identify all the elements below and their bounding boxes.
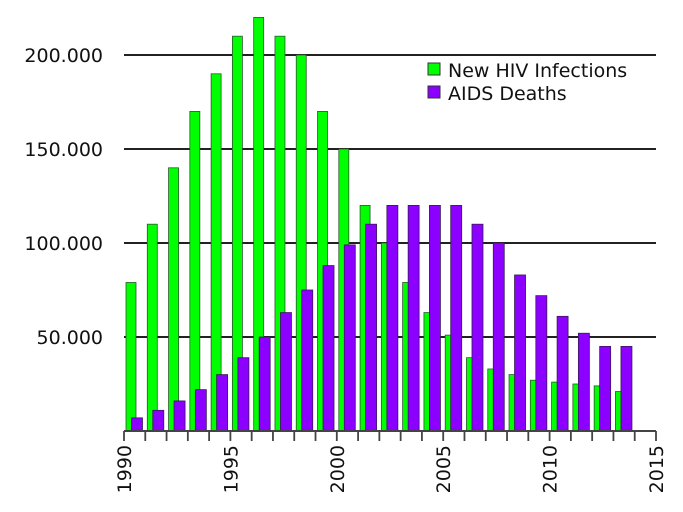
bar-aids-deaths-2013 (620, 345, 633, 432)
legend-label-aids-deaths: AIDS Deaths (448, 83, 567, 105)
bar-aids-deaths-2012 (599, 345, 612, 432)
x-tick-label: 2005 (433, 445, 455, 493)
bar-aids-deaths-2008 (514, 274, 526, 432)
bars (125, 16, 633, 432)
bar-new-hiv-infections-1991 (146, 223, 158, 432)
bar-aids-deaths-1990 (131, 417, 143, 432)
y-tick-label: 50.000 (37, 327, 103, 349)
y-tick-label: 150.000 (24, 139, 103, 161)
bar-aids-deaths-2007 (492, 242, 505, 432)
legend-swatch-aids-deaths (427, 85, 441, 99)
bar-new-hiv-infections-1993 (189, 111, 201, 432)
bar-aids-deaths-2003 (407, 204, 420, 432)
bar-aids-deaths-2009 (535, 295, 548, 432)
bar-aids-deaths-2001 (365, 223, 377, 432)
bar-aids-deaths-2004 (429, 204, 441, 432)
bar-aids-deaths-1995 (237, 357, 250, 432)
bar-new-hiv-infections-1990 (125, 282, 137, 432)
y-axis-ticks: 50.000 100.000 150.000 200.000 (24, 45, 103, 349)
bar-new-hiv-infections-1992 (168, 167, 179, 432)
legend: New HIV Infections AIDS Deaths (427, 60, 627, 105)
bar-aids-deaths-1991 (152, 409, 165, 432)
bar-aids-deaths-2006 (471, 223, 484, 432)
bar-aids-deaths-2010 (556, 315, 569, 432)
bar-aids-deaths-1997 (280, 312, 292, 432)
bar-aids-deaths-1994 (216, 374, 229, 432)
bar-aids-deaths-2002 (386, 204, 399, 432)
x-tick-label: 1995 (220, 445, 242, 493)
x-tick-label: 1990 (114, 445, 136, 493)
bar-aids-deaths-2005 (450, 204, 463, 432)
bar-aids-deaths-1998 (301, 289, 314, 432)
y-tick-label: 200.000 (24, 45, 103, 67)
x-axis-ticks: 1990 1995 2000 2005 2010 2015 (114, 431, 668, 493)
bar-aids-deaths-1996 (258, 336, 271, 432)
x-tick-label: 2010 (540, 445, 562, 493)
bar-aids-deaths-2000 (343, 244, 356, 432)
bar-aids-deaths-2011 (577, 332, 590, 432)
legend-label-new-hiv-infections: New HIV Infections (448, 60, 627, 82)
x-tick-label: 2000 (327, 445, 349, 493)
bar-aids-deaths-1993 (194, 389, 207, 432)
legend-swatch-new-hiv-infections (427, 62, 441, 76)
x-tick-label: 2015 (646, 445, 668, 493)
bar-aids-deaths-1999 (322, 265, 335, 432)
bar-aids-deaths-1992 (173, 400, 186, 432)
y-tick-label: 100.000 (24, 233, 103, 255)
